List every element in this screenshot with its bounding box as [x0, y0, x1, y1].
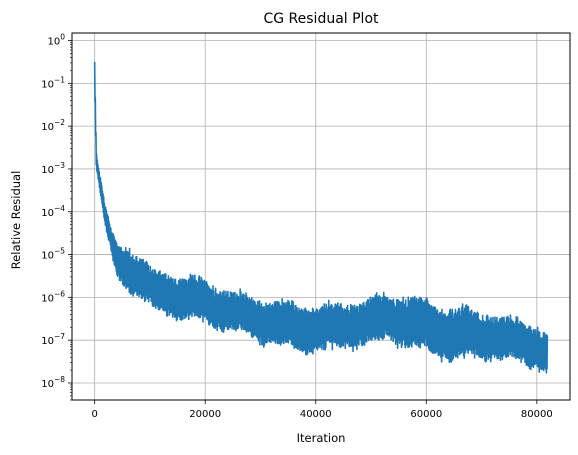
- x-axis-label: Iteration: [297, 431, 346, 445]
- y-tick-label: 10−1: [41, 75, 65, 90]
- y-tick-label: 10−8: [41, 375, 65, 390]
- x-tick-label: 60000: [410, 409, 442, 420]
- y-tick-label: 100: [47, 33, 65, 48]
- y-tick-label: 10−7: [41, 332, 65, 347]
- x-axis: 0 20000 40000 60000 80000: [91, 400, 553, 420]
- x-tick-label: 80000: [521, 409, 553, 420]
- y-tick-label: 10−2: [41, 118, 65, 133]
- y-axis-label: Relative Residual: [9, 171, 23, 270]
- residual-line: [93, 61, 549, 374]
- y-tick-label: 10−6: [41, 289, 65, 304]
- x-tick-label: 20000: [189, 409, 221, 420]
- y-tick-label: 10−5: [41, 247, 65, 262]
- y-axis: 100 10−1 10−2 10−3 10−4 10−5 10−6 10−7 10−8: [41, 33, 72, 401]
- y-tick-label: 10−3: [41, 161, 65, 176]
- x-tick-label: 40000: [300, 409, 332, 420]
- y-tick-label: 10−4: [41, 204, 65, 219]
- chart-title: CG Residual Plot: [263, 11, 379, 27]
- data-series: [93, 61, 549, 374]
- x-tick-label: 0: [91, 409, 97, 420]
- plot-frame: [71, 32, 571, 401]
